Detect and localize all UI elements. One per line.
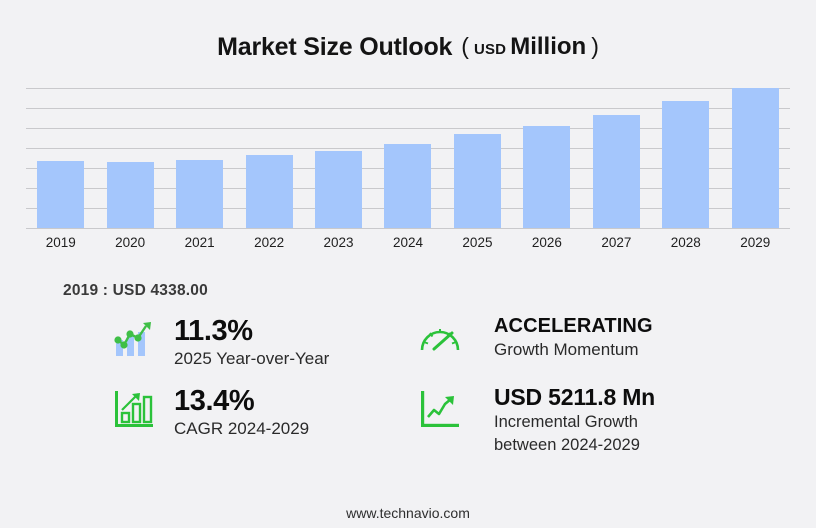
- chart-bar[interactable]: [523, 126, 571, 228]
- x-axis-tick-label: 2020: [115, 235, 146, 250]
- bar-chart-arrow-icon: [110, 388, 158, 430]
- bar-slot: [721, 88, 790, 228]
- stat-incremental-growth-text: USD 5211.8 Mn Incremental Growth between…: [494, 383, 656, 456]
- bar-slot: [26, 88, 95, 228]
- x-axis-tick-label: 2023: [323, 235, 354, 250]
- speedometer-icon: [416, 318, 464, 360]
- footer-website: www.technavio.com: [346, 505, 470, 521]
- bar-slot: [95, 88, 164, 228]
- x-axis-tick-label: 2022: [254, 235, 285, 250]
- x-axis-tick-label: 2028: [670, 235, 701, 250]
- chart-bars: [26, 88, 790, 228]
- stat-cagr-value: 13.4%: [174, 384, 255, 417]
- bar-slot: [373, 88, 442, 228]
- line-chart-arrow-icon: [416, 388, 464, 430]
- stat-cagr-text: 13.4% CAGR 2024-2029: [174, 386, 309, 440]
- stat-incremental-growth: USD 5211.8 Mn Incremental Growth between…: [416, 383, 816, 456]
- gridline: [26, 108, 790, 109]
- market-size-bar-chart: 2019 2020 2021 2022 2023 2024 2025 2026 2027 2028…: [26, 88, 790, 268]
- bar-slot: [165, 88, 234, 228]
- x-axis-tick-label: 2026: [531, 235, 562, 250]
- gridline: [26, 128, 790, 129]
- chart-bar[interactable]: [384, 143, 432, 228]
- chart-bar[interactable]: [315, 150, 363, 228]
- x-axis-tick-label: 2024: [392, 235, 424, 250]
- x-axis-tick-label: 2021: [184, 235, 215, 250]
- page-title-unit: ( USD Million ): [461, 33, 599, 61]
- chart-x-axis-labels: 2019 2020 2021 2022 2023 2024 2025 2026 2027 2028…: [26, 235, 790, 250]
- bar-slot: [304, 88, 373, 228]
- stat-momentum: ACCELERATING Growth Momentum: [416, 316, 816, 370]
- stat-momentum-label: Growth Momentum: [494, 339, 639, 359]
- page-header: Market Size Outlook ( USD Million ): [0, 0, 816, 88]
- close-paren: ): [591, 33, 599, 59]
- stat-cagr-label: CAGR 2024-2029: [174, 419, 310, 439]
- chart-bar[interactable]: [662, 100, 710, 228]
- stat-incremental-growth-value: USD 5211.8 Mn: [494, 383, 656, 410]
- x-axis-tick-label: 2025: [462, 235, 493, 250]
- page-title: Market Size Outlook: [217, 32, 453, 61]
- bar-line-growth-icon: [110, 318, 158, 360]
- unit-scale-label: Million: [510, 33, 587, 60]
- bar-slot: [443, 88, 512, 228]
- chart-bar[interactable]: [592, 115, 640, 228]
- gridline: [26, 228, 790, 229]
- bar-slot: [651, 88, 720, 228]
- chart-bar[interactable]: [245, 154, 293, 228]
- stat-incremental-growth-label: Incremental Growth: [494, 412, 638, 431]
- base-year-value: 2019 : USD 4338.00: [63, 282, 208, 299]
- gridline: [26, 88, 790, 89]
- bar-slot: [582, 88, 651, 228]
- x-axis-tick-label: 2027: [601, 235, 632, 250]
- unit-currency-label: USD: [473, 41, 507, 58]
- stat-momentum-value: ACCELERATING: [494, 315, 653, 337]
- chart-plot-area: [26, 88, 790, 229]
- bar-slot: [512, 88, 581, 228]
- stat-yoy: 11.3% 2025 Year-over-Year: [0, 316, 408, 370]
- chart-bar[interactable]: [37, 161, 85, 228]
- chart-bar[interactable]: [106, 162, 154, 228]
- stat-yoy-label: 2025 Year-over-Year: [174, 349, 330, 369]
- x-axis-tick-label: 2029: [740, 235, 771, 250]
- x-axis-tick-label: 2019: [45, 235, 76, 250]
- stat-yoy-value: 11.3%: [174, 315, 253, 347]
- stat-cagr: 13.4% CAGR 2024-2029: [0, 386, 408, 456]
- stat-incremental-growth-label-2: between 2024-2029: [494, 435, 640, 454]
- chart-bar[interactable]: [731, 88, 779, 228]
- chart-bar[interactable]: [176, 159, 224, 228]
- stats-panel: 11.3% 2025 Year-over-Year ACCELERATING G…: [0, 316, 816, 456]
- open-paren: (: [461, 33, 469, 59]
- stat-yoy-text: 11.3% 2025 Year-over-Year: [174, 316, 329, 370]
- stat-momentum-text: ACCELERATING Growth Momentum: [494, 316, 653, 361]
- bar-slot: [234, 88, 303, 228]
- chart-bar[interactable]: [453, 133, 501, 228]
